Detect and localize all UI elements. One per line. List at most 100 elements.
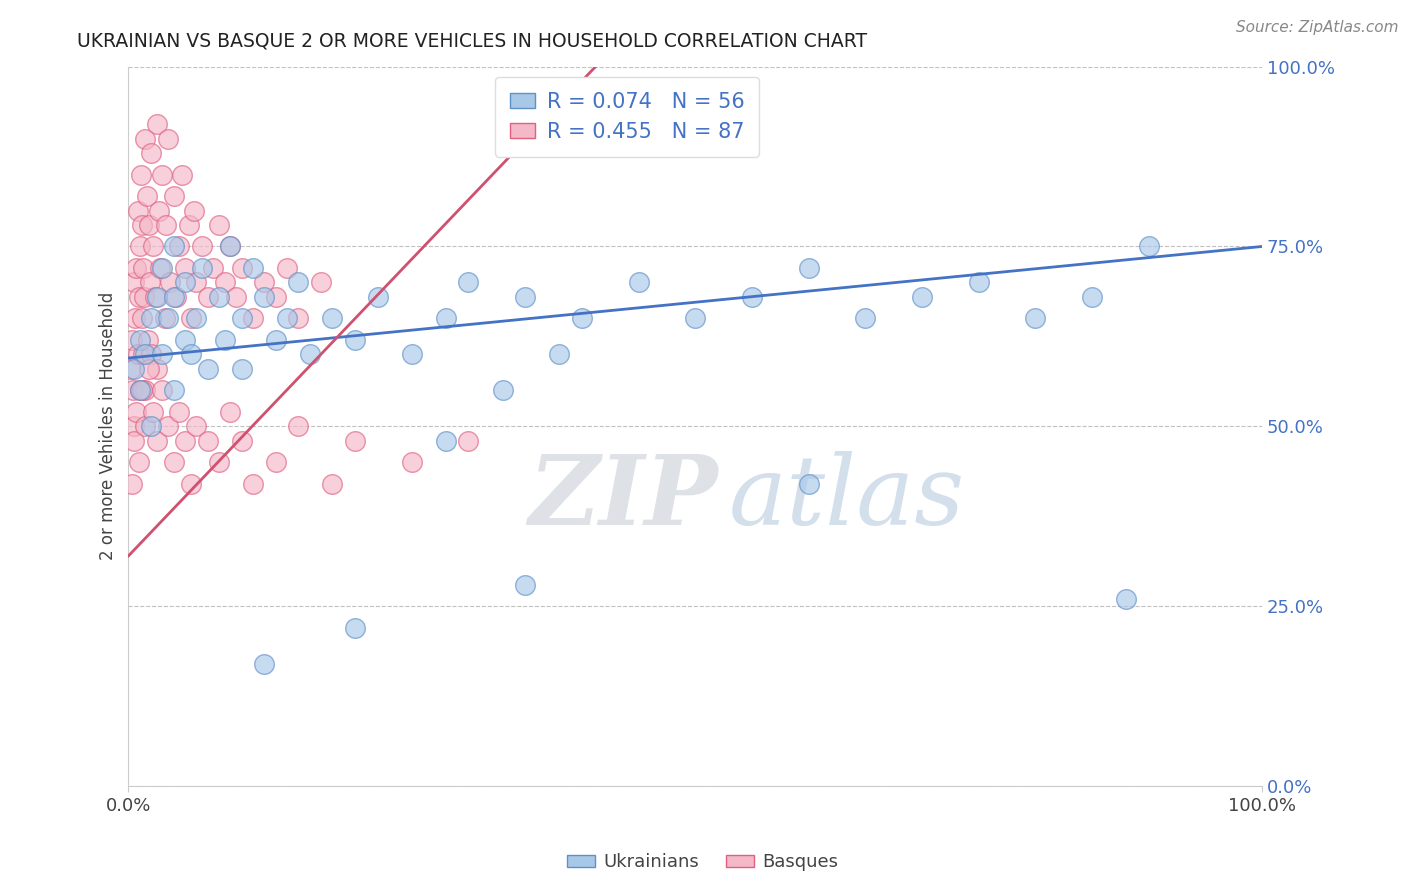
- Point: [434, 434, 457, 448]
- Point: [128, 290, 150, 304]
- Point: [264, 290, 287, 304]
- Point: [741, 290, 763, 304]
- Point: [152, 168, 174, 182]
- Point: [298, 347, 321, 361]
- Point: [287, 419, 309, 434]
- Point: [128, 384, 150, 398]
- Point: [174, 261, 197, 276]
- Point: [183, 203, 205, 218]
- Point: [683, 311, 706, 326]
- Point: [309, 276, 332, 290]
- Point: [214, 333, 236, 347]
- Point: [122, 361, 145, 376]
- Point: [122, 384, 145, 398]
- Point: [231, 311, 253, 326]
- Point: [253, 290, 276, 304]
- Point: [434, 311, 457, 326]
- Point: [135, 189, 157, 203]
- Point: [136, 333, 159, 347]
- Point: [139, 347, 162, 361]
- Point: [515, 290, 537, 304]
- Point: [264, 455, 287, 469]
- Point: [159, 276, 181, 290]
- Point: [197, 361, 219, 376]
- Point: [122, 276, 145, 290]
- Point: [208, 290, 231, 304]
- Point: [491, 384, 513, 398]
- Point: [457, 276, 479, 290]
- Point: [157, 131, 180, 145]
- Point: [146, 117, 169, 131]
- Point: [1137, 239, 1160, 253]
- Point: [152, 261, 174, 276]
- Point: [128, 384, 150, 398]
- Point: [253, 276, 276, 290]
- Point: [321, 477, 343, 491]
- Point: [214, 276, 236, 290]
- Point: [287, 311, 309, 326]
- Point: [225, 290, 247, 304]
- Point: [367, 290, 389, 304]
- Point: [131, 311, 153, 326]
- Point: [174, 276, 197, 290]
- Point: [148, 203, 170, 218]
- Point: [121, 333, 143, 347]
- Point: [139, 311, 162, 326]
- Point: [157, 419, 180, 434]
- Point: [401, 455, 423, 469]
- Point: [853, 311, 876, 326]
- Point: [122, 419, 145, 434]
- Point: [180, 347, 202, 361]
- Point: [1081, 290, 1104, 304]
- Point: [132, 261, 155, 276]
- Point: [131, 218, 153, 232]
- Point: [143, 290, 166, 304]
- Point: [169, 239, 191, 253]
- Point: [627, 276, 650, 290]
- Point: [231, 361, 253, 376]
- Point: [191, 239, 214, 253]
- Point: [170, 168, 193, 182]
- Point: [134, 347, 156, 361]
- Point: [125, 261, 148, 276]
- Point: [134, 384, 156, 398]
- Point: [139, 145, 162, 160]
- Point: [152, 347, 174, 361]
- Point: [242, 311, 264, 326]
- Point: [157, 311, 180, 326]
- Point: [174, 333, 197, 347]
- Point: [515, 577, 537, 591]
- Point: [138, 361, 160, 376]
- Point: [219, 239, 242, 253]
- Legend: Ukrainians, Basques: Ukrainians, Basques: [560, 847, 846, 879]
- Text: ZIP: ZIP: [529, 451, 718, 545]
- Point: [139, 276, 162, 290]
- Point: [163, 189, 186, 203]
- Point: [163, 239, 186, 253]
- Point: [138, 218, 160, 232]
- Point: [169, 405, 191, 419]
- Point: [344, 333, 367, 347]
- Point: [180, 311, 202, 326]
- Point: [146, 434, 169, 448]
- Point: [197, 290, 219, 304]
- Point: [128, 239, 150, 253]
- Point: [125, 405, 148, 419]
- Point: [186, 419, 208, 434]
- Point: [1115, 592, 1137, 607]
- Text: UKRAINIAN VS BASQUE 2 OR MORE VEHICLES IN HOUSEHOLD CORRELATION CHART: UKRAINIAN VS BASQUE 2 OR MORE VEHICLES I…: [77, 31, 868, 50]
- Point: [401, 347, 423, 361]
- Point: [134, 419, 156, 434]
- Point: [208, 455, 231, 469]
- Point: [142, 239, 165, 253]
- Point: [797, 477, 820, 491]
- Point: [231, 261, 253, 276]
- Point: [120, 361, 142, 376]
- Point: [128, 333, 150, 347]
- Point: [163, 290, 186, 304]
- Point: [197, 434, 219, 448]
- Text: Source: ZipAtlas.com: Source: ZipAtlas.com: [1236, 20, 1399, 35]
- Point: [219, 239, 242, 253]
- Point: [142, 405, 165, 419]
- Point: [134, 131, 156, 145]
